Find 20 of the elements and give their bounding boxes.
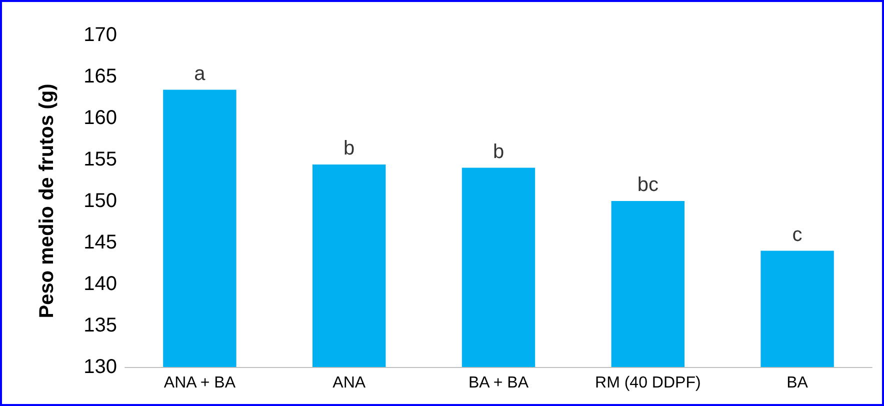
x-tick-label: ANA + BA [164, 374, 236, 392]
y-tick-label: 140 [84, 273, 117, 295]
annotation: a [194, 62, 206, 85]
y-tick-label: 145 [84, 232, 117, 254]
x-tick-label: BA + BA [468, 374, 529, 392]
y-tick-label: 150 [84, 190, 117, 212]
y-tick-label: 135 [84, 314, 117, 336]
x-tick-label: RM (40 DDPF) [595, 374, 701, 392]
y-tick-label: 165 [84, 66, 117, 88]
y-axis-title: Peso medio de frutos (g) [36, 84, 58, 318]
y-tick-label: 160 [84, 107, 117, 129]
annotation: b [492, 140, 504, 163]
annotation: b [344, 137, 355, 160]
x-tick-label: ANA [332, 374, 366, 392]
y-tick-label: 155 [84, 148, 117, 170]
x-tick-label: BA [786, 374, 808, 392]
annotation: c [792, 224, 802, 246]
y-tick-label: 130 [84, 356, 117, 378]
y-tick-label: 170 [84, 24, 117, 46]
annotation: bc [637, 174, 658, 196]
